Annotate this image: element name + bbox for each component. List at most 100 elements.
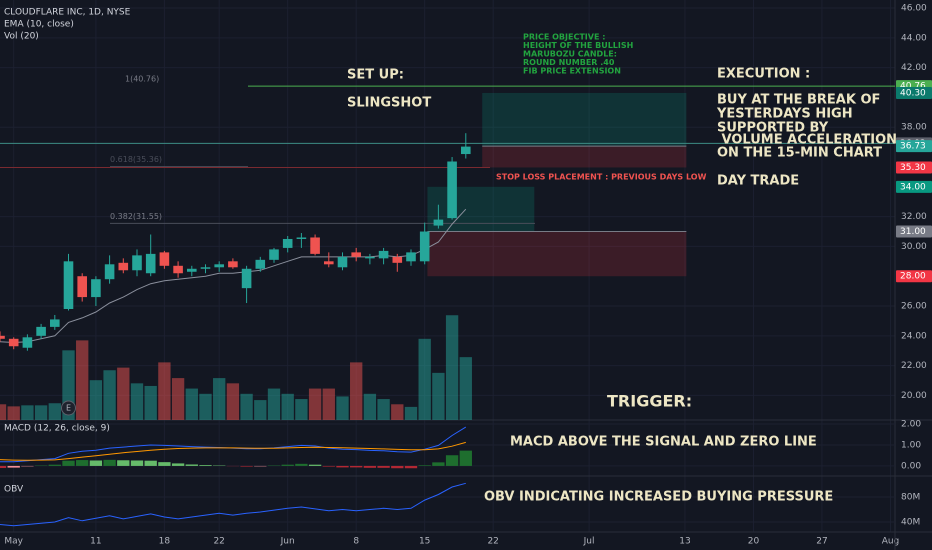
obv-line xyxy=(0,482,466,527)
event-label: E xyxy=(66,404,71,413)
volume-bar xyxy=(254,400,267,420)
histogram-bar xyxy=(336,465,349,468)
price-tag-label: 28.00 xyxy=(900,272,926,282)
volume-bar xyxy=(158,362,171,420)
volume-bar xyxy=(76,340,89,420)
price-objective-note: HEIGHT OF THE BULLISH xyxy=(523,41,633,50)
histogram-bar xyxy=(281,464,294,466)
indicator-label: EMA (10, close) xyxy=(4,20,74,30)
histogram-bar xyxy=(48,464,61,466)
histogram-bar xyxy=(377,465,390,468)
histogram-bar xyxy=(432,462,445,466)
volume-bar xyxy=(418,338,431,420)
volume-bar xyxy=(34,405,48,420)
candle-body xyxy=(378,250,389,259)
candle-body xyxy=(159,252,170,266)
volume-bar xyxy=(48,403,61,420)
histogram-bar xyxy=(322,465,335,467)
volume-bar xyxy=(130,383,144,420)
y-tick-label: 80M xyxy=(901,493,920,503)
volume-bar xyxy=(103,370,116,420)
volume-bar xyxy=(308,388,322,420)
histogram-bar xyxy=(0,465,7,469)
y-tick-label: 40M xyxy=(901,518,920,528)
candle-body xyxy=(77,276,87,298)
macd-line xyxy=(0,441,466,461)
histogram-bar xyxy=(459,450,472,466)
candle-body xyxy=(447,161,457,219)
price-objective-note: MARUBOZU CANDLE: xyxy=(523,50,617,59)
x-tick-label: 22 xyxy=(213,537,224,547)
histogram-bar xyxy=(240,465,253,467)
stop-zone xyxy=(482,146,687,168)
candle-body xyxy=(269,249,279,260)
histogram-bar xyxy=(89,460,103,466)
y-tick-label: 32.00 xyxy=(901,212,927,222)
candle-body xyxy=(173,265,183,274)
candle-body xyxy=(132,255,142,271)
histogram-bar xyxy=(445,455,459,466)
candle-body xyxy=(104,264,115,280)
event-marker xyxy=(60,400,76,416)
x-tick-label: 13 xyxy=(679,537,690,547)
fib-label: 0.618(35.36) xyxy=(110,155,162,164)
annotation: EXECUTION : xyxy=(717,67,810,82)
histogram-bar xyxy=(404,465,418,469)
chart-title: CLOUDFLARE INC, 1D, NYSE xyxy=(4,8,131,18)
target-zone xyxy=(427,186,535,232)
price-tag xyxy=(896,180,932,193)
volume-bar xyxy=(281,393,294,420)
price-tag xyxy=(896,86,932,99)
volume-bar xyxy=(117,367,130,420)
price-tag xyxy=(896,140,932,153)
candle-body xyxy=(255,259,266,269)
candle-body xyxy=(392,256,403,263)
y-tick-label: 44.00 xyxy=(901,33,927,43)
x-tick-label: 11 xyxy=(90,537,101,547)
y-tick-label: 24.00 xyxy=(901,331,927,341)
annotation: VOLUME ACCELERATION xyxy=(717,133,897,148)
candle-body xyxy=(433,219,444,226)
volume-bar xyxy=(445,315,459,420)
x-tick-label: 8 xyxy=(353,537,359,547)
histogram-bar xyxy=(295,463,308,466)
volume-bar xyxy=(226,383,240,420)
annotation: SLINGSHOT xyxy=(347,96,431,111)
histogram-bar xyxy=(391,465,404,469)
annotation: TRIGGER: xyxy=(607,392,692,411)
candle-body xyxy=(351,252,361,257)
volume-bar xyxy=(240,393,253,420)
y-tick-label: 20.00 xyxy=(901,391,927,401)
y-tick-label: 38.00 xyxy=(901,123,927,133)
histogram-bar xyxy=(76,460,89,466)
candle-body xyxy=(187,268,197,272)
annotation: OBV INDICATING INCREASED BUYING PRESSURE xyxy=(484,490,833,505)
histogram-bar xyxy=(308,464,322,466)
x-tick-label: Jul xyxy=(583,537,595,547)
histogram-bar xyxy=(350,465,363,468)
annotation: DAY TRADE xyxy=(717,174,799,189)
volume-bar xyxy=(432,372,445,420)
histogram-bar xyxy=(171,463,185,466)
target-zone xyxy=(482,92,687,147)
y-tick-label: 2.00 xyxy=(901,419,921,429)
price-tag xyxy=(896,270,932,283)
histogram-bar xyxy=(117,460,130,466)
price-tag-label: 40.76 xyxy=(900,82,926,92)
stop-loss-note: STOP LOSS PLACEMENT : PREVIOUS DAYS LOW xyxy=(496,173,707,182)
candle-body xyxy=(310,237,320,254)
volume-bar xyxy=(363,393,377,420)
candle-body xyxy=(365,256,375,259)
price-objective-note: PRICE OBJECTIVE : xyxy=(523,33,605,42)
volume-bar xyxy=(267,388,281,420)
candle-body xyxy=(50,319,60,327)
annotation: ON THE 15-MIN CHART xyxy=(717,146,882,161)
candle-body xyxy=(337,256,348,268)
histogram-bar xyxy=(130,460,144,466)
volume-bar xyxy=(213,378,226,420)
volume-bar xyxy=(89,380,103,420)
annotation: BUY AT THE BREAK OF xyxy=(717,93,880,108)
candle-body xyxy=(145,253,156,274)
x-tick-label: May xyxy=(4,537,23,547)
